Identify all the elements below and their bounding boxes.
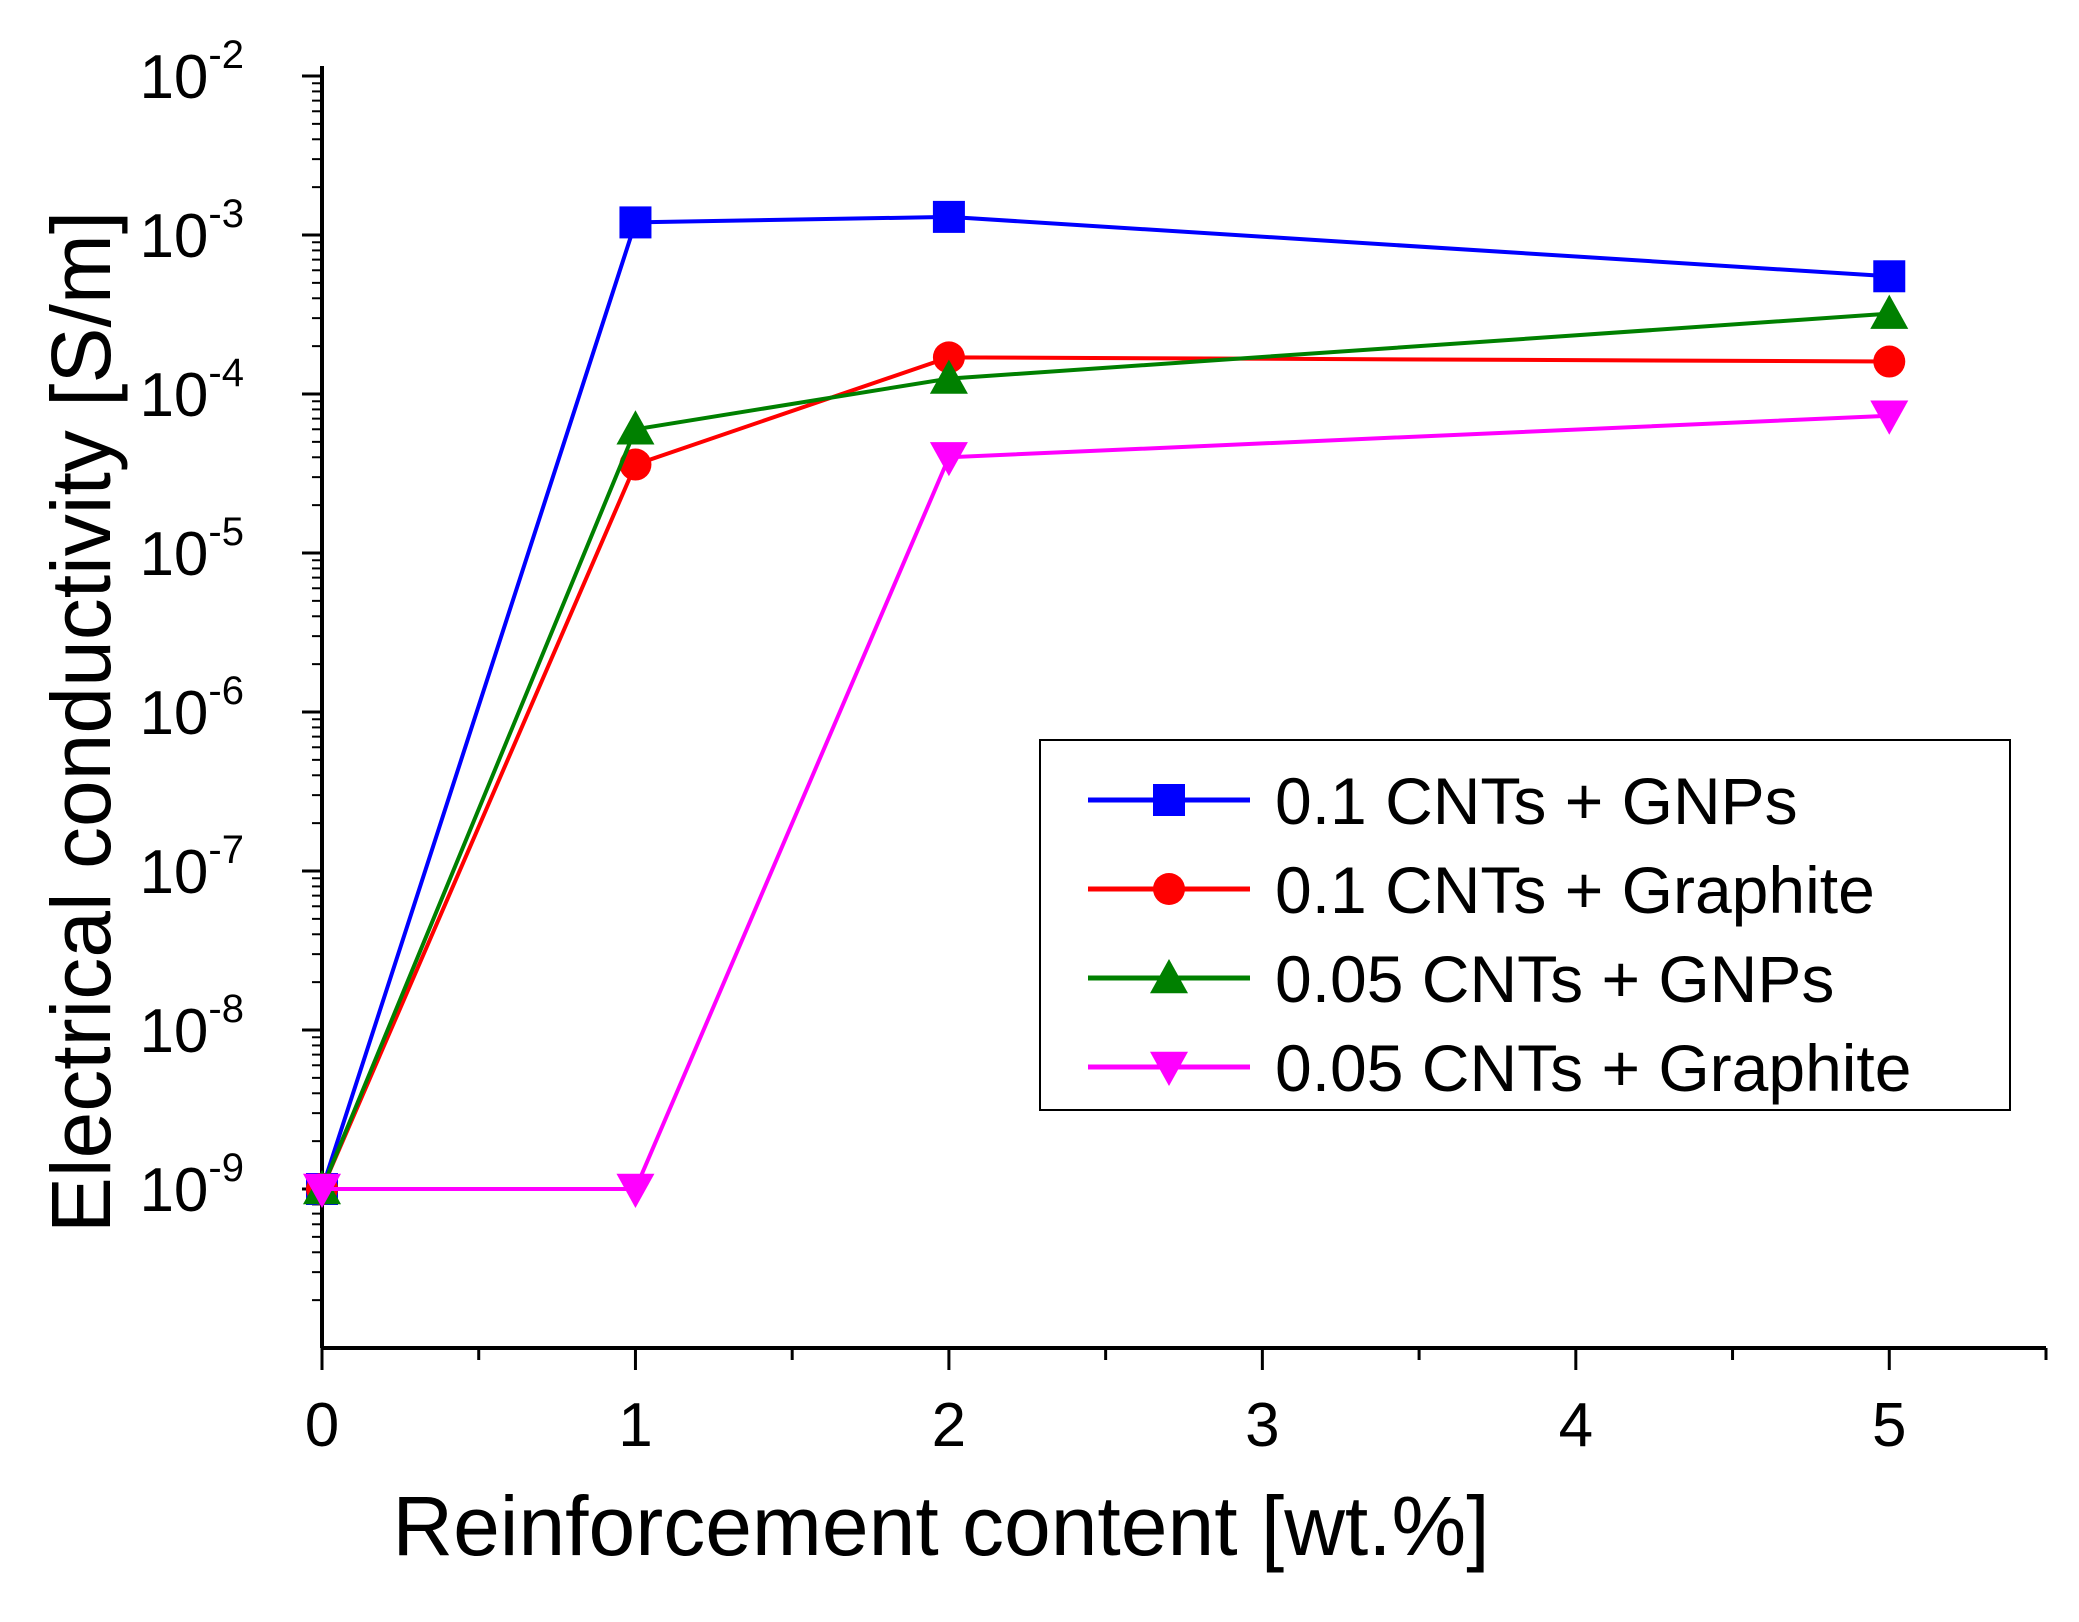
- y-tick-label: 10-4: [139, 351, 244, 430]
- data-point: [619, 206, 652, 239]
- series-line: [320, 214, 1890, 1190]
- data-point: [929, 442, 968, 477]
- data-point: [932, 341, 965, 374]
- series-layer: [303, 200, 1909, 1208]
- y-tick-label: 10-7: [139, 828, 244, 907]
- legend-label: 0.05 CNTs + GNPs: [1275, 942, 1834, 1016]
- data-point: [1873, 260, 1906, 293]
- axes: 0 1 2 3 4 5 10-9 10-8 10-7 10-6 10-5 10-4 10-3 10-2 Re…: [34, 33, 2048, 1573]
- data-point: [1873, 345, 1906, 378]
- data-point: [1870, 400, 1909, 435]
- y-tick-label: 10-3: [139, 192, 244, 271]
- data-point: [616, 410, 655, 445]
- x-tick-label: 3: [1245, 1391, 1279, 1460]
- series-line: [320, 355, 1890, 1190]
- y-tick-label: 10-2: [139, 33, 244, 112]
- x-tick-label: 5: [1872, 1391, 1906, 1460]
- legend: 0.1 CNTs + GNPs 0.1 CNTs + Graphite 0.05 C…: [1039, 739, 2011, 1111]
- legend-label: 0.1 CNTs + Graphite: [1275, 853, 1875, 927]
- y-tick-label: 10-5: [139, 510, 244, 589]
- x-tick-label: 2: [932, 1391, 966, 1460]
- x-tick-label: 1: [618, 1391, 652, 1460]
- data-point: [929, 359, 968, 394]
- data-point: [619, 448, 652, 481]
- data-point: [932, 200, 965, 233]
- y-axis-title: Electrical conductivity [S/m]: [34, 211, 128, 1233]
- data-point: [616, 1173, 655, 1208]
- legend-label: 0.05 CNTs + Graphite: [1275, 1031, 1911, 1105]
- legend-marker: [1150, 959, 1188, 994]
- legend-marker: [1153, 784, 1185, 816]
- data-point: [303, 1173, 341, 1208]
- series-4: [303, 400, 1909, 1208]
- x-tick-label: 0: [305, 1391, 339, 1460]
- series-line: [320, 311, 1890, 1190]
- legend-label: 0.1 CNTs + GNPs: [1275, 764, 1798, 838]
- series-3: [303, 294, 1909, 1205]
- x-axis-title: Reinforcement content [wt.%]: [392, 1479, 1489, 1573]
- legend-marker: [1153, 873, 1185, 905]
- x-tick-label: 4: [1559, 1391, 1593, 1460]
- y-tick-label: 10-6: [139, 669, 244, 748]
- y-tick-label: 10-9: [139, 1146, 244, 1225]
- y-tick-label: 10-8: [139, 987, 244, 1066]
- data-point: [1870, 294, 1909, 329]
- legend-marker: [1150, 1051, 1188, 1086]
- series-line: [322, 413, 1890, 1191]
